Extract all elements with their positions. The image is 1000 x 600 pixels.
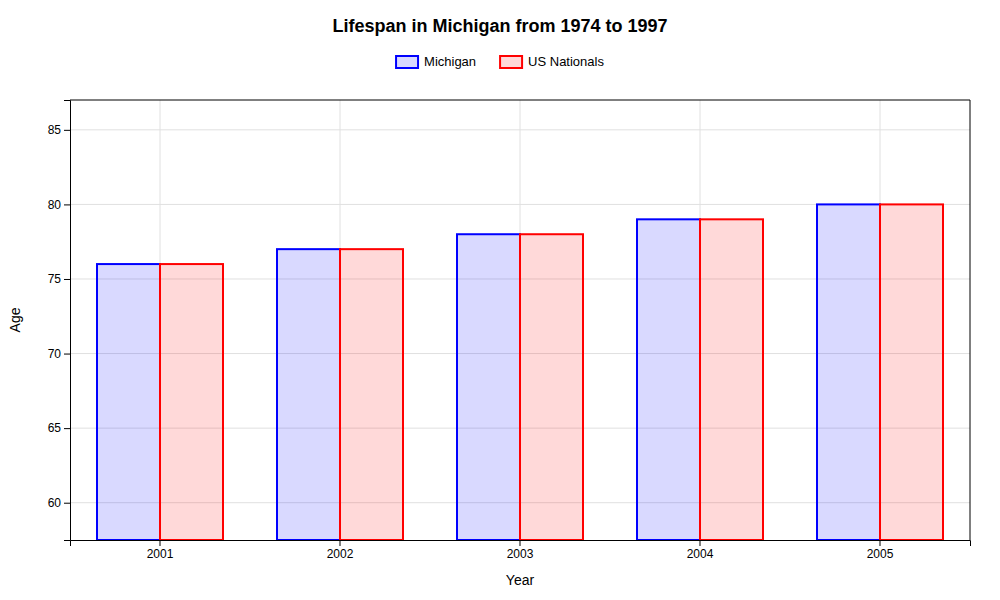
plot-frame	[970, 100, 971, 540]
x-tick-label: 2002	[327, 547, 354, 561]
bar	[700, 219, 763, 540]
chart-title: Lifespan in Michigan from 1974 to 1997	[332, 16, 667, 36]
plot-area: 2001 2002 2003 2004 2005 60 65 70 75 80 85	[48, 100, 971, 561]
y-tick: 80	[48, 198, 70, 212]
y-axis-line	[64, 101, 71, 541]
legend: Michigan US Nationals	[396, 54, 604, 69]
x-axis-title: Year	[506, 572, 535, 588]
y-tick-mark	[64, 130, 70, 131]
y-tick-mark	[64, 204, 70, 205]
bar	[637, 219, 700, 540]
plot-frame	[70, 100, 970, 101]
x-tick-mark	[880, 540, 881, 546]
x-tick: 2005	[867, 540, 894, 561]
bars	[97, 204, 943, 540]
bar	[277, 249, 340, 540]
legend-label: US Nationals	[528, 54, 604, 69]
y-tick-label: 80	[48, 198, 62, 212]
bar	[817, 204, 880, 540]
legend-item: Michigan	[396, 54, 476, 69]
y-tick: 85	[48, 123, 70, 137]
bar	[97, 264, 160, 540]
bar	[457, 234, 520, 540]
legend-item: US Nationals	[500, 54, 604, 69]
x-tick-label: 2003	[507, 547, 534, 561]
chart-container: 2001 2002 2003 2004 2005 60 65 70 75 80 85 Year Age L…	[0, 0, 1000, 600]
y-tick-mark	[64, 503, 70, 504]
x-axis-line	[71, 541, 971, 547]
x-tick-label: 2005	[867, 547, 894, 561]
x-tick-label: 2004	[687, 547, 714, 561]
x-tick-label: 2001	[147, 547, 174, 561]
x-tick: 2002	[327, 540, 354, 561]
y-tick-label: 60	[48, 496, 62, 510]
bar	[520, 234, 583, 540]
y-tick: 60	[48, 496, 70, 510]
x-tick: 2003	[507, 540, 534, 561]
bar-series	[97, 204, 880, 540]
x-tick-mark	[160, 540, 161, 546]
y-tick-label: 70	[48, 347, 62, 361]
x-tick-mark	[700, 540, 701, 546]
x-tick-mark	[340, 540, 341, 546]
bar	[340, 249, 403, 540]
x-tick: 2004	[687, 540, 714, 561]
y-axis: 60 65 70 75 80 85	[48, 101, 71, 541]
legend-swatch	[396, 56, 418, 68]
y-tick-mark	[64, 354, 70, 355]
y-tick-label: 75	[48, 272, 62, 286]
x-axis: 2001 2002 2003 2004 2005	[71, 540, 971, 561]
x-tick-mark	[520, 540, 521, 546]
y-tick-label: 65	[48, 421, 62, 435]
y-axis-title: Age	[7, 307, 23, 332]
chart-svg: 2001 2002 2003 2004 2005 60 65 70 75 80 85 Year Age L…	[0, 0, 1000, 600]
legend-label: Michigan	[424, 54, 476, 69]
y-tick-mark	[64, 279, 70, 280]
legend-swatch	[500, 56, 522, 68]
y-tick: 70	[48, 347, 70, 361]
x-tick: 2001	[147, 540, 174, 561]
grid	[70, 100, 970, 540]
y-tick: 65	[48, 421, 70, 435]
y-tick: 75	[48, 272, 70, 286]
bar	[160, 264, 223, 540]
y-tick-label: 85	[48, 123, 62, 137]
y-tick-mark	[64, 428, 70, 429]
bar-series	[160, 204, 943, 540]
bar	[880, 204, 943, 540]
